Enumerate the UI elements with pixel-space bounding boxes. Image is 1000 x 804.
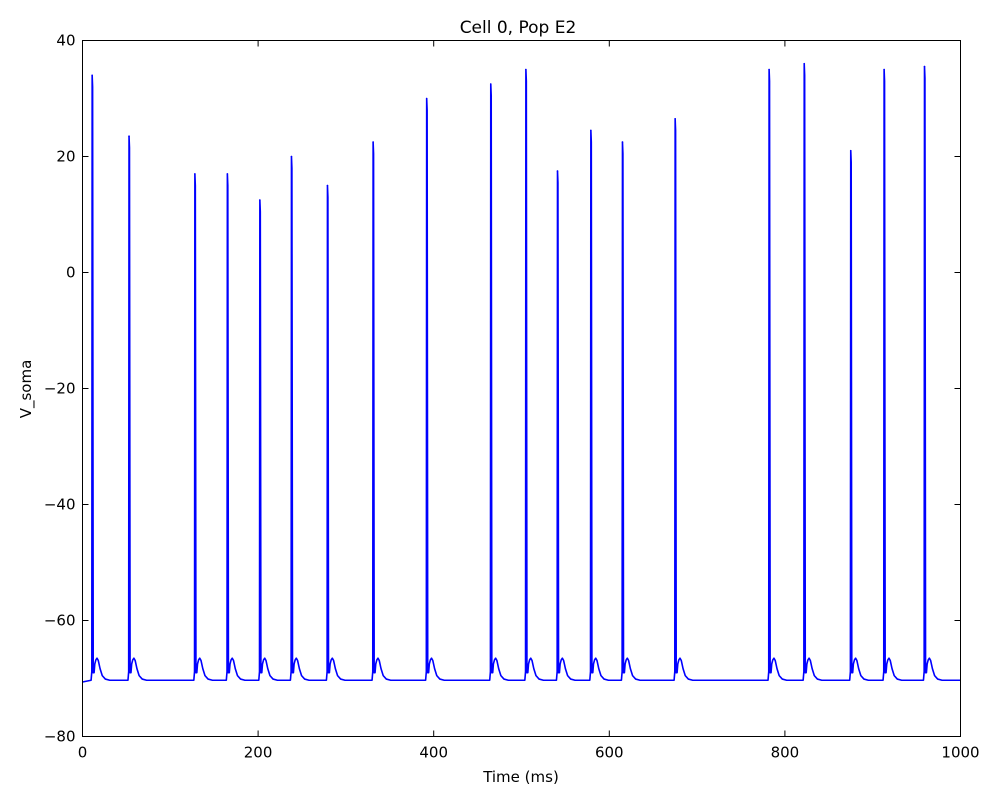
- spike-peak: [923, 65, 926, 68]
- spike-peak: [849, 149, 852, 152]
- x-tick-label: 400: [419, 744, 448, 762]
- x-tick-label: 200: [244, 744, 273, 762]
- y-tick-label: −20: [44, 380, 76, 398]
- spike-peak: [326, 184, 329, 187]
- series-layer: [82, 62, 961, 683]
- spike-peak: [425, 97, 428, 100]
- x-tick-label: 600: [595, 744, 624, 762]
- spike-peak: [883, 68, 885, 71]
- spike-peak: [768, 68, 770, 71]
- axis-ticks: 0 200 400 600 800 1000 −80 −60 −40 −20 0 20 40: [44, 32, 980, 762]
- spike-peak: [290, 155, 293, 158]
- x-tick-label: 0: [78, 744, 88, 762]
- chart-title: Cell 0, Pop E2: [460, 18, 577, 38]
- y-tick-label: 20: [56, 148, 75, 166]
- spike-peak: [556, 170, 559, 172]
- plot-frame: [82, 40, 961, 737]
- spike-peak: [194, 173, 196, 175]
- spike-peak: [525, 68, 527, 71]
- spike-peak: [372, 141, 374, 143]
- y-tick-label: 40: [56, 32, 75, 50]
- spike-peak: [259, 199, 261, 201]
- y-tick-label: −60: [44, 612, 76, 630]
- y-tick-label: −80: [44, 728, 76, 746]
- spike-peak: [803, 62, 806, 65]
- spike-peak: [128, 135, 130, 137]
- y-tick-label: −40: [44, 496, 76, 514]
- spike-peak: [674, 118, 676, 120]
- spike-peak: [489, 83, 492, 85]
- y-tick-label: 0: [66, 264, 76, 282]
- x-tick-label: 800: [771, 744, 800, 762]
- x-axis-label: Time (ms): [482, 768, 559, 786]
- spike-peak: [621, 141, 624, 143]
- x-tick-label: 1000: [941, 744, 979, 762]
- spike-peak: [590, 129, 592, 132]
- spike-peak: [91, 74, 93, 77]
- y-axis-label: V_soma: [17, 360, 36, 419]
- voltage-trace: [82, 62, 961, 683]
- spike-peak: [226, 173, 229, 175]
